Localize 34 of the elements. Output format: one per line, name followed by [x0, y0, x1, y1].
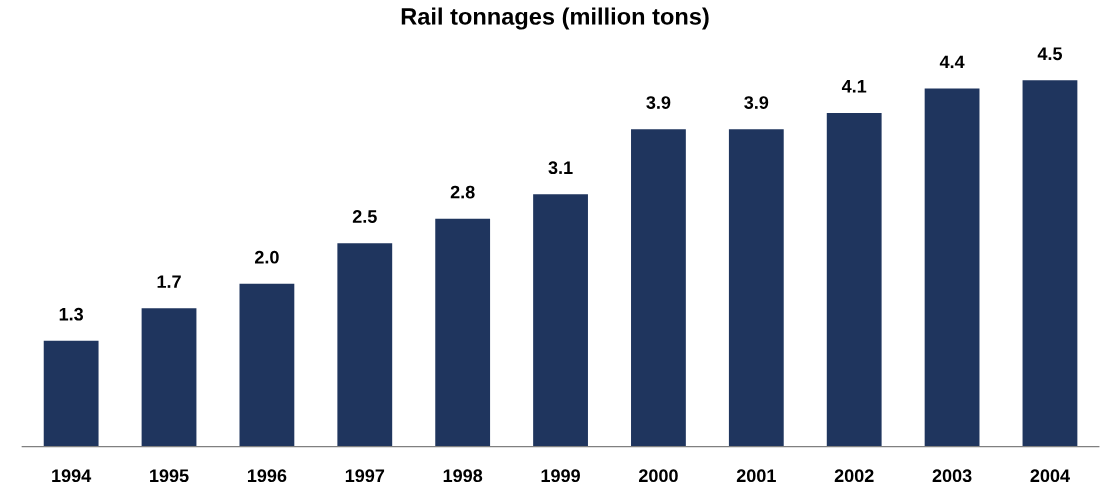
data-label: 3.9	[744, 96, 769, 109]
data-label: 2.8	[450, 185, 475, 199]
x-tick-label: 1997	[345, 469, 385, 483]
bar	[141, 308, 197, 447]
x-tick-label: 1999	[541, 469, 580, 483]
bar	[533, 194, 588, 447]
x-tick-label: 1996	[247, 469, 287, 483]
bar	[435, 218, 491, 447]
data-label: 3.1	[548, 161, 573, 175]
bar	[337, 243, 393, 447]
x-tick-label: 1998	[443, 469, 483, 483]
x-tick-label: 2001	[736, 469, 776, 483]
data-label: 1.3	[59, 307, 84, 321]
bar	[1022, 80, 1078, 447]
x-tick-label: 2000	[638, 469, 678, 483]
data-label: 2.0	[254, 250, 279, 264]
bar	[239, 283, 295, 447]
data-label: 1.7	[157, 275, 181, 288]
bar	[631, 129, 686, 447]
bar	[924, 88, 980, 447]
bar	[43, 340, 99, 447]
data-label: 4.5	[1037, 47, 1063, 61]
x-tick-label: 1994	[52, 469, 92, 483]
data-label: 4.4	[939, 55, 965, 69]
x-tick-label: 2003	[932, 469, 972, 483]
x-tick-label: 1995	[150, 469, 189, 483]
bar	[826, 112, 882, 447]
x-tick-label: 2004	[1030, 469, 1070, 483]
chart-title: Rail tonnages (million tons)	[401, 7, 709, 30]
x-tick-label: 2002	[834, 469, 874, 483]
data-label: 4.1	[841, 80, 867, 93]
data-label: 2.5	[352, 210, 377, 223]
bar	[728, 129, 784, 447]
data-label: 3.9	[646, 96, 671, 109]
